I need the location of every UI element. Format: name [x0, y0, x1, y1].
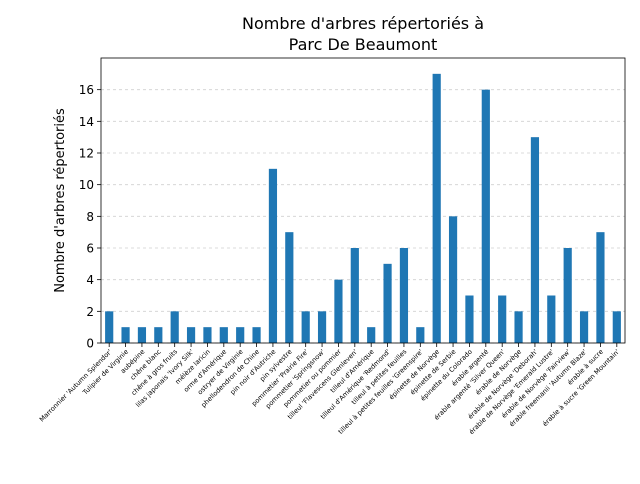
- y-tick-label: 0: [86, 337, 94, 351]
- bar: [448, 216, 458, 343]
- y-tick-label: 16: [79, 83, 94, 97]
- bar: [399, 248, 409, 343]
- bar: [465, 295, 474, 343]
- chart-title-line: Parc De Beaumont: [289, 35, 438, 54]
- bar: [219, 327, 228, 343]
- bar: [105, 311, 114, 343]
- bar: [563, 248, 572, 343]
- bar: [186, 327, 196, 343]
- bar: [268, 168, 278, 343]
- plot-frame: [100, 57, 626, 344]
- bar: [547, 295, 556, 343]
- bar: [579, 311, 589, 343]
- chart-title-line: Nombre d'arbres répertoriés à: [242, 14, 484, 33]
- bar: [481, 89, 490, 344]
- bar: [498, 295, 507, 343]
- chart-title: Nombre d'arbres répertoriés à Parc De Bea…: [242, 14, 484, 54]
- bar: [203, 327, 212, 343]
- y-tick-label: 12: [79, 147, 94, 161]
- bar: [350, 248, 359, 343]
- y-tick-label: 8: [86, 210, 94, 224]
- y-tick-label: 2: [86, 305, 94, 319]
- bar: [612, 311, 621, 343]
- bar: [170, 311, 179, 343]
- bar: [416, 327, 425, 343]
- bar: [236, 327, 245, 343]
- y-axis-label: Nombre d'arbres répertoriés: [53, 108, 68, 293]
- bar: [367, 327, 376, 343]
- y-tick-label: 6: [86, 242, 94, 256]
- bar: [432, 73, 441, 343]
- y-tick-label: 4: [86, 273, 94, 287]
- bar: [301, 311, 310, 343]
- bar: [514, 311, 523, 343]
- bar: [285, 232, 294, 343]
- bar: [334, 279, 343, 343]
- bar: [383, 263, 392, 343]
- bar: [317, 311, 327, 343]
- bar: [137, 327, 147, 343]
- bar: [596, 232, 605, 343]
- bar: [154, 327, 163, 343]
- y-tick-label: 10: [79, 178, 94, 192]
- bar: [530, 137, 540, 343]
- bar: [252, 327, 261, 343]
- bars: [105, 73, 621, 344]
- y-tick-label: 14: [79, 115, 94, 129]
- bar: [121, 327, 130, 343]
